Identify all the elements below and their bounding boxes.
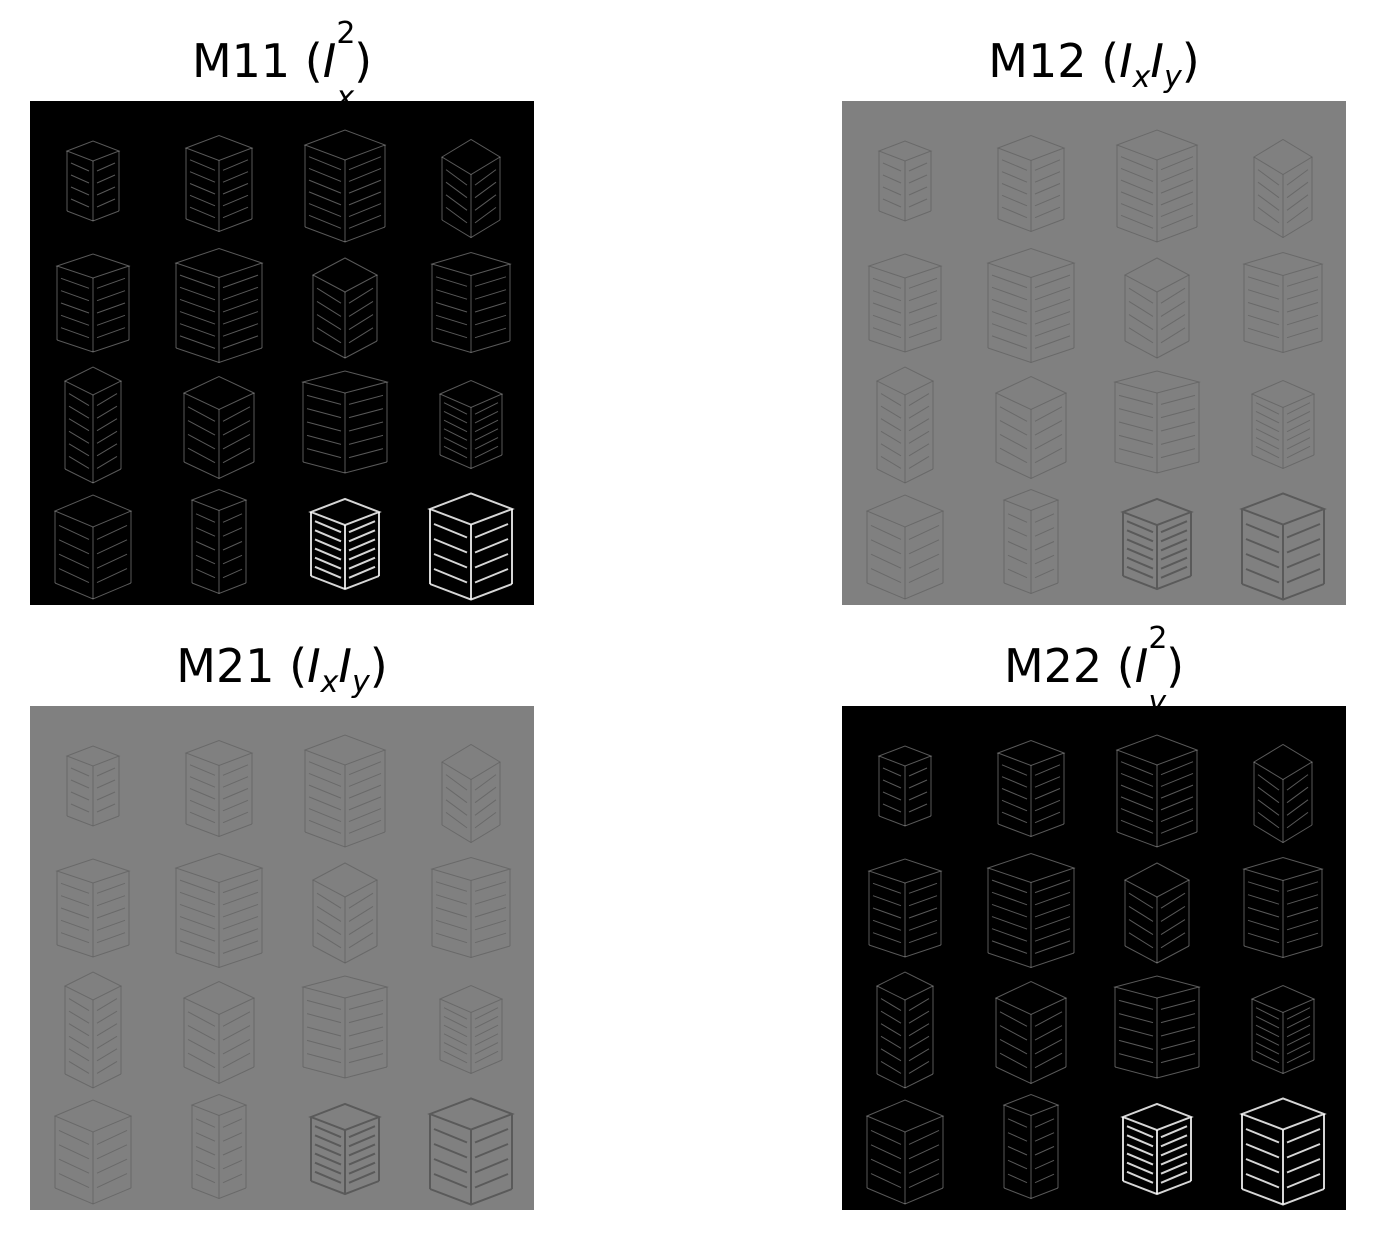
edge-map-m21 <box>30 706 534 1210</box>
building-sketch <box>867 858 943 958</box>
title-math-base: I <box>307 639 321 693</box>
title-math-second-sub: y <box>352 665 370 701</box>
title-math-sub: x <box>320 665 339 701</box>
building-sketch <box>438 379 504 470</box>
building-sketch <box>53 494 133 600</box>
building-sketch <box>184 134 254 233</box>
edge-map-m12 <box>842 101 1346 605</box>
building-sketch <box>303 129 387 243</box>
building-sketch <box>63 366 123 484</box>
building-sketch <box>994 375 1068 480</box>
building-sketch <box>308 497 382 591</box>
building-sketch <box>301 370 389 474</box>
building-sketch <box>1253 743 1313 844</box>
building-sketch <box>986 247 1076 364</box>
building-sketch <box>303 734 387 848</box>
image-m12 <box>842 101 1346 605</box>
building-sketch <box>1113 975 1201 1079</box>
image-m22 <box>842 706 1346 1210</box>
building-sketch <box>174 247 264 364</box>
building-sketch <box>174 852 264 969</box>
building-sketch <box>430 856 512 959</box>
building-sketch <box>430 251 512 354</box>
panel-title: M21 (IxIy) <box>176 639 388 701</box>
title-math-second-base: I <box>338 639 352 693</box>
building-sketch <box>867 253 943 353</box>
building-sketch <box>63 971 123 1089</box>
title-math-base: I <box>1119 34 1133 88</box>
building-sketch <box>877 745 933 827</box>
building-edges <box>53 734 515 1206</box>
building-sketch <box>1113 370 1201 474</box>
building-sketch <box>1239 492 1327 601</box>
building-sketch <box>190 1093 248 1200</box>
building-sketch <box>1115 129 1199 243</box>
image-background <box>30 101 534 605</box>
building-sketch <box>65 140 121 222</box>
building-sketch <box>438 984 504 1075</box>
title-math-second-sub: y <box>1164 60 1182 96</box>
building-sketch <box>1242 251 1324 354</box>
building-sketch <box>311 257 379 359</box>
building-sketch <box>1242 856 1324 959</box>
panel-title: M12 (IxIy) <box>988 34 1200 96</box>
image-background <box>30 706 534 1210</box>
building-edges <box>53 129 515 601</box>
building-sketch <box>182 980 256 1085</box>
building-sketch <box>996 134 1066 233</box>
building-sketch <box>184 739 254 838</box>
building-sketch <box>1002 488 1060 595</box>
building-sketch <box>877 140 933 222</box>
title-prefix: M12 <box>988 34 1087 88</box>
building-sketch <box>865 1099 945 1205</box>
building-sketch <box>182 375 256 480</box>
image-background <box>842 101 1346 605</box>
building-sketch <box>65 745 121 827</box>
building-sketch <box>875 366 935 484</box>
building-sketch <box>1253 138 1313 239</box>
building-sketch <box>427 492 515 601</box>
edge-map-m22 <box>842 706 1346 1210</box>
building-sketch <box>1120 497 1194 591</box>
panel-title: M22 (I 2 y) <box>1003 621 1185 721</box>
building-sketch <box>1115 734 1199 848</box>
building-sketch <box>865 494 945 600</box>
title-math-base: I <box>322 34 337 88</box>
building-sketch <box>311 862 379 964</box>
title-prefix: M22 <box>1003 639 1103 693</box>
building-sketch <box>994 980 1068 1085</box>
edge-map-m11 <box>30 101 534 605</box>
building-sketch <box>875 971 935 1089</box>
building-sketch <box>308 1102 382 1196</box>
building-sketch <box>55 858 131 958</box>
building-sketch <box>1123 862 1191 964</box>
title-math-sub: x <box>1132 60 1151 96</box>
building-sketch <box>1002 1093 1060 1200</box>
building-sketch <box>441 743 501 844</box>
building-sketch <box>441 138 501 239</box>
building-sketch <box>996 739 1066 838</box>
building-sketch <box>1123 257 1191 359</box>
title-prefix: M21 <box>176 639 275 693</box>
building-edges <box>865 129 1327 601</box>
building-edges <box>865 734 1327 1206</box>
image-background <box>842 706 1346 1210</box>
building-sketch <box>55 253 131 353</box>
building-sketch <box>190 488 248 595</box>
building-sketch <box>1239 1097 1327 1206</box>
building-sketch <box>301 975 389 1079</box>
image-m11 <box>30 101 534 605</box>
title-math-second-base: I <box>1150 34 1164 88</box>
building-sketch <box>986 852 1076 969</box>
building-sketch <box>1250 379 1316 470</box>
building-sketch <box>53 1099 133 1205</box>
building-sketch <box>1120 1102 1194 1196</box>
title-math-base: I <box>1134 639 1149 693</box>
panel-title: M11 (I 2 x) <box>191 16 373 116</box>
image-m21 <box>30 706 534 1210</box>
title-prefix: M11 <box>191 34 291 88</box>
building-sketch <box>427 1097 515 1206</box>
building-sketch <box>1250 984 1316 1075</box>
